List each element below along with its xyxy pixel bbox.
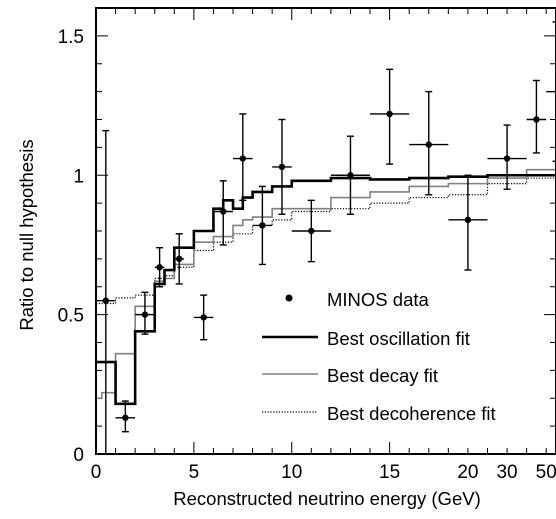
point-marker [425,141,432,148]
point-marker [239,155,247,162]
point-marker [308,227,315,235]
y-tick-label: 0.5 [58,306,84,327]
legend-entry: Best oscillation fit [262,328,470,349]
point-marker [220,208,227,215]
y-tick-label: 1 [73,166,84,187]
y-tick-label: 0 [73,445,84,466]
data-point [409,90,449,196]
point-marker [102,297,109,304]
point-marker [347,172,354,179]
data-point [174,233,185,285]
data-point [213,180,234,246]
data-point [115,400,136,433]
legend: MINOS data Best oscillation fit Best decay… [262,289,496,424]
y-axis-label: Ratio to null hypothesis [16,139,37,330]
x-tick-label: 5 [189,462,200,483]
data-point [233,113,253,202]
data-points [96,21,556,455]
point-marker [259,222,266,229]
point-marker [175,255,183,263]
x-tick-label: 0 [91,462,102,483]
x-axis-label: Reconstructed neutrino energy (GeV) [173,488,480,509]
x-tick-label: 10 [281,462,302,483]
data-point [291,199,331,263]
data-point [487,124,527,190]
data-point [272,118,292,215]
y-tick-label: 1.5 [58,27,84,48]
legend-point-marker [285,294,293,302]
data-point [154,247,165,288]
data-point [526,79,547,154]
data-point [448,174,488,271]
point-marker [533,116,540,123]
tick-labels: 0 5 10 15 20 30 50 0 0.5 1 1.5 [58,27,556,483]
legend-entry: Best decoherence fit [262,403,496,424]
data-point [330,135,371,215]
data-point [193,294,214,341]
point-marker [156,264,163,271]
decay-fit-line [96,168,556,400]
point-marker [464,216,472,224]
x-tick-label: 15 [379,462,400,483]
data-point [135,291,155,335]
x-tick-label: 30 [496,462,517,483]
legend-entry: Best decay fit [262,365,438,386]
data-point [370,68,410,165]
point-marker [200,314,207,321]
data-point [546,21,556,163]
plot-frame [95,7,556,455]
point-marker [122,414,129,421]
legend-label: MINOS data [327,289,429,310]
point-marker [386,110,393,118]
legend-entry: MINOS data [285,289,429,310]
data-point [96,129,116,455]
legend-label: Best oscillation fit [327,328,470,349]
point-marker [503,155,511,162]
point-marker [141,311,149,318]
x-tick-label: 50 [536,462,556,483]
data-point [252,185,273,266]
x-tick-label: 20 [457,462,478,483]
legend-label: Best decay fit [327,365,438,386]
point-marker [278,163,286,171]
legend-label: Best decoherence fit [327,403,496,424]
